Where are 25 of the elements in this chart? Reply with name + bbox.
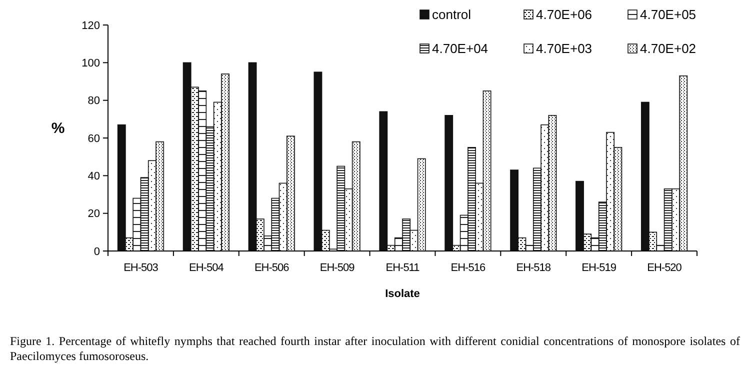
x-tick-label: EH-519 [582, 262, 616, 274]
legend-label: 4.70E+02 [640, 41, 696, 56]
y-tick-label: 0 [94, 246, 100, 258]
x-tick-label: EH-503 [124, 262, 158, 274]
y-tick-label: 100 [82, 58, 100, 70]
y-tick-label: 60 [88, 132, 100, 145]
x-tick-label: EH-506 [254, 262, 290, 274]
legend-label: 4.70E+03 [536, 41, 592, 56]
x-tick-label: EH-518 [516, 262, 551, 274]
y-axis-title: % [51, 120, 65, 137]
y-tick-label: 120 [82, 20, 100, 32]
x-tick-label: EH-509 [320, 262, 355, 274]
x-axis-title: Isolate [385, 288, 420, 300]
x-tick-label: EH-511 [386, 262, 420, 274]
y-tick-label: 20 [88, 208, 100, 220]
y-tick-label: 40 [88, 170, 100, 183]
x-tick-label: EH-516 [450, 262, 486, 274]
caption: Figure 1. Percentage of whitefly nymphs that reached fourth instar after inoculation with different conidial concentrations of monospore isolates of Paecilomyces fumosoroseus. [10, 334, 740, 364]
y-tick-label: 80 [88, 95, 100, 108]
x-tick-label: EH-520 [647, 262, 682, 274]
x-tick-label: EH-504 [189, 262, 224, 274]
legend-label: 4.70E+06 [536, 7, 592, 22]
legend-label: 4.70E+05 [640, 7, 696, 22]
legend-label: control [432, 7, 472, 22]
legend-label: 4.70E+04 [432, 41, 488, 56]
